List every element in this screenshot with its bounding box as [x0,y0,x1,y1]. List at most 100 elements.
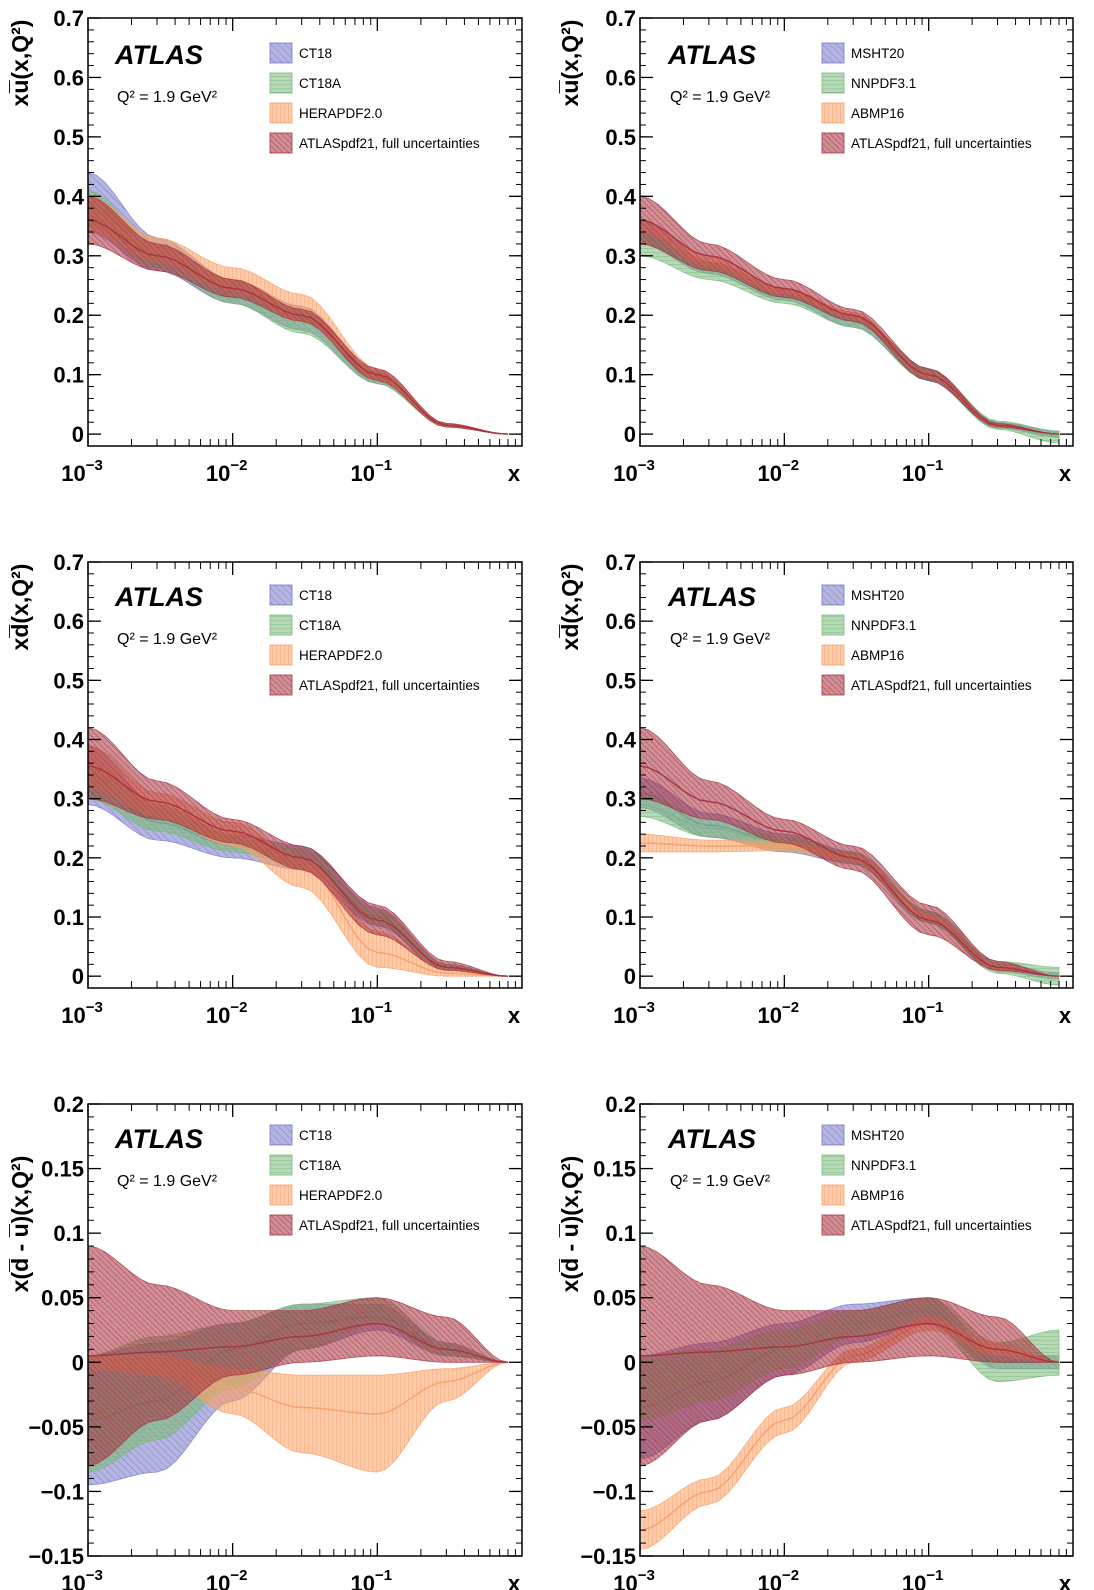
panel-row2-left: 0 0.1 0.2 0.3 0.4 0.5 0.6 0.7 10−3 10−2 10−1 x xd̅(x… [7,550,523,1028]
scale-label: Q² = 1.9 GeV² [117,89,218,106]
x-tick-exponent: −3 [86,457,103,474]
experiment-label: ATLAS [667,1124,756,1154]
y-tick-label: 0.1 [53,363,84,388]
y-tick-label: 0.05 [41,1286,84,1311]
legend-swatch [821,72,845,94]
legend-swatch [269,614,293,636]
x-tick-exponent: −3 [638,457,655,474]
y-tick-label: 0 [624,422,636,447]
x-tick-label: 10−3 [613,457,655,486]
legend-entry: NNPDF3.1 [851,618,916,633]
y-tick-label: 0.2 [605,1092,636,1117]
legend-swatch [269,102,293,124]
y-tick-label: 0 [72,964,84,989]
legend-entry: CT18 [299,46,332,61]
scale-label: Q² = 1.9 GeV² [670,89,771,106]
axes-frame [87,1103,523,1557]
y-tick-label: 0.7 [53,6,84,31]
y-tick-label: 0.15 [593,1157,636,1182]
y-tick-label: 0.2 [53,1092,84,1117]
x-tick-label: 10−1 [351,1567,393,1590]
legend-entry: CT18 [299,1128,332,1143]
legend-entry: ATLASpdf21, full uncertainties [299,136,480,151]
y-tick-label: 0 [624,1350,636,1375]
y-tick-label: 0.5 [605,668,636,693]
y-tick-label: −0.1 [41,1479,84,1504]
x-tick-label: 10−2 [206,1567,248,1590]
legend-entry: ABMP16 [851,1188,904,1203]
legend-swatch [821,42,845,64]
legend-entry: ATLASpdf21, full uncertainties [299,1218,480,1233]
axes-frame [639,1103,1074,1557]
panel-row3-right: −0.15 −0.1 −0.05 0 0.05 0.1 0.15 0.2 10−3 10−2 10−… [557,1092,1074,1590]
legend-swatch [821,132,845,154]
y-tick-label: 0.3 [53,787,84,812]
legend-entry: ATLASpdf21, full uncertainties [851,136,1032,151]
legend-entry: CT18 [299,588,332,603]
legend-swatch [269,1124,293,1146]
y-tick-label: −0.05 [580,1415,636,1440]
legend-swatch [269,132,293,154]
central-line-atlaspdf21 [640,1322,1060,1363]
legend-swatch [269,1214,293,1236]
y-tick-label: −0.05 [28,1415,84,1440]
experiment-label: ATLAS [667,40,756,70]
x-tick-exponent: −3 [638,999,655,1016]
legend-entry: CT18A [299,76,341,91]
legend-swatch [269,1154,293,1176]
legend-swatch [821,584,845,606]
y-tick-label: 0.6 [605,65,636,90]
legend-entry: MSHT20 [851,46,904,61]
x-axis-label: x [508,1003,521,1028]
x-tick-exponent: −1 [926,999,943,1016]
plot-area [88,727,509,977]
legend-entry: MSHT20 [851,1128,904,1143]
plot-area [640,727,1060,986]
y-tick-label: 0.1 [605,905,636,930]
y-tick-label: 0.2 [53,303,84,328]
legend-swatch [821,644,845,666]
plot-area [640,195,1060,444]
x-axis-label: x [508,461,521,486]
x-tick-exponent: −2 [782,999,799,1016]
y-tick-label: 0.1 [605,363,636,388]
y-tick-label: −0.1 [593,1479,636,1504]
legend-entry: CT18A [299,1158,341,1173]
band-nnpdf3.1 [640,792,1060,986]
y-tick-label: 0.7 [53,550,84,575]
x-tick-label: 10−3 [61,1567,103,1590]
x-tick-label: 10−2 [206,999,248,1028]
legend-swatch [269,42,293,64]
y-tick-label: 0 [72,422,84,447]
legend-swatch [269,72,293,94]
experiment-label: ATLAS [114,40,203,70]
legend-swatch [821,1184,845,1206]
plot-area [88,172,509,435]
panel-row2-right: 0 0.1 0.2 0.3 0.4 0.5 0.6 0.7 10−3 10−2 10−1 x xd̅(x… [557,550,1074,1028]
x-tick-exponent: −2 [782,1567,799,1584]
y-axis-label: xu̅(x,Q²) [7,20,33,107]
experiment-label: ATLAS [667,582,756,612]
y-tick-label: 0.4 [605,728,636,753]
x-tick-exponent: −1 [375,999,392,1016]
legend-entry: CT18A [299,618,341,633]
legend-entry: ABMP16 [851,648,904,663]
central-line-atlaspdf21 [88,219,509,435]
legend-entry: ATLASpdf21, full uncertainties [851,1218,1032,1233]
legend-swatch [821,1124,845,1146]
plot-area [640,1245,1060,1550]
y-tick-label: −0.15 [28,1544,84,1569]
experiment-label: ATLAS [114,1124,203,1154]
y-tick-label: 0.7 [605,6,636,31]
band-atlaspdf21 [88,727,509,977]
central-line-atlaspdf21 [88,1322,509,1363]
legend-swatch [821,614,845,636]
y-axis-label: xu̅(x,Q²) [557,20,583,107]
x-tick-label: 10−2 [758,1567,800,1590]
x-axis-label: x [1059,1571,1072,1590]
x-tick-label: 10−1 [351,457,393,486]
legend-swatch [821,1154,845,1176]
y-tick-label: 0 [72,1350,84,1375]
x-tick-label: 10−1 [902,1567,944,1590]
